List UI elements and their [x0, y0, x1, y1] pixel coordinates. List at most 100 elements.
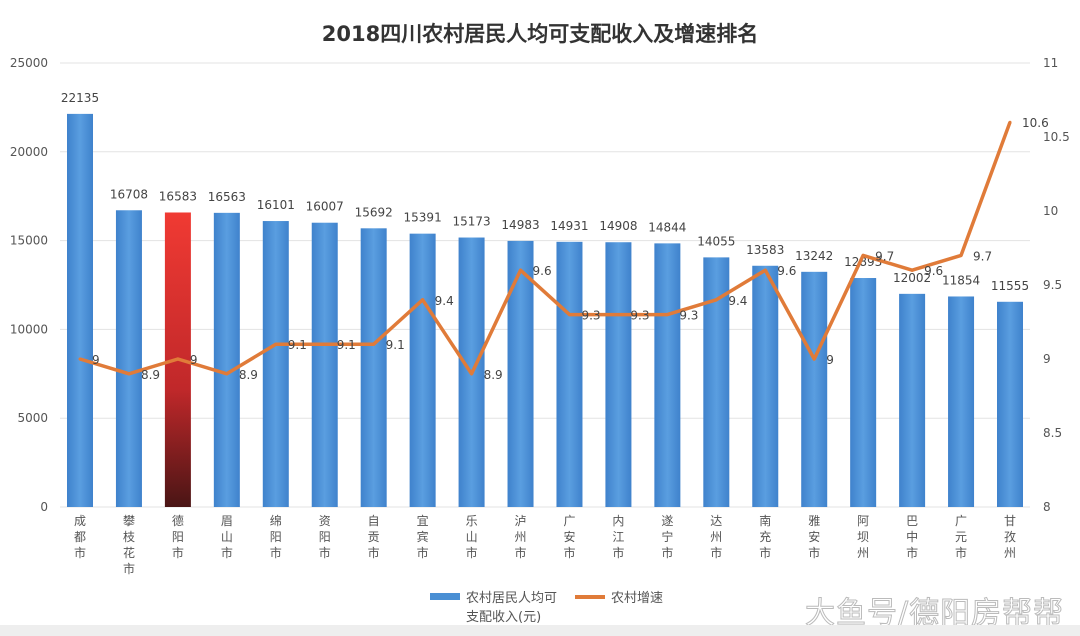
- x-tick-label: 市: [710, 545, 722, 560]
- x-tick-label: 阳: [172, 530, 184, 544]
- bar-data-label: 13242: [795, 249, 833, 263]
- growth-point: [274, 342, 278, 346]
- bar-data-label: 12002: [893, 271, 931, 285]
- line-data-label: 8.9: [141, 368, 160, 382]
- x-tick-label: 宁: [661, 529, 673, 544]
- bar: [654, 243, 681, 508]
- bar-data-label: 16708: [110, 187, 148, 201]
- x-tick-label: 市: [906, 545, 918, 560]
- x-tick-label: 广: [955, 514, 967, 528]
- x-tick-label: 市: [319, 545, 331, 560]
- growth-point: [225, 372, 229, 376]
- x-tick-label: 市: [466, 545, 478, 560]
- growth-point: [176, 357, 180, 361]
- y-tick-left: 15000: [10, 234, 48, 248]
- x-tick-label: 市: [515, 545, 527, 560]
- x-tick-label: 宜: [417, 513, 429, 528]
- growth-point: [470, 372, 474, 376]
- growth-point: [616, 313, 620, 317]
- x-tick-label: 阿: [857, 514, 869, 528]
- bar: [556, 241, 583, 507]
- x-tick-label: 州: [710, 530, 722, 544]
- x-tick-label: 山: [221, 530, 233, 544]
- x-tick-label: 遂: [661, 514, 673, 528]
- growth-point: [665, 313, 669, 317]
- x-tick-label: 安: [808, 529, 820, 544]
- x-tick-label: 贡: [368, 530, 380, 544]
- x-tick-label: 南: [759, 513, 771, 528]
- bar: [752, 265, 779, 507]
- bar: [409, 233, 436, 508]
- bar-data-label: 15173: [452, 215, 490, 229]
- x-tick-label: 市: [172, 545, 184, 560]
- x-tick-label: 市: [123, 561, 135, 576]
- line-data-label: 9: [826, 353, 834, 367]
- bar-data-label: 14844: [648, 220, 686, 234]
- line-data-label: 8.9: [484, 368, 503, 382]
- x-tick-label: 市: [74, 545, 86, 560]
- bar: [213, 212, 240, 507]
- x-tick-label: 孜: [1004, 530, 1016, 544]
- bar-data-label: 15391: [404, 211, 442, 225]
- growth-point: [127, 372, 131, 376]
- growth-point: [323, 342, 327, 346]
- growth-point: [959, 253, 963, 257]
- bar: [605, 242, 632, 507]
- growth-point: [861, 253, 865, 257]
- bottom-strip: [0, 625, 1080, 636]
- growth-point: [372, 342, 376, 346]
- x-tick-label: 市: [759, 545, 771, 560]
- x-tick-label: 雅: [808, 513, 820, 528]
- legend-swatch-line: [575, 595, 605, 599]
- x-tick-label: 成: [74, 514, 86, 528]
- bar-data-label: 11854: [942, 273, 980, 287]
- y-tick-left: 5000: [17, 411, 48, 425]
- legend-label-income: 农村居民人均可支配收入(元): [466, 591, 558, 625]
- legend: 农村居民人均可支配收入(元) 农村增速: [430, 587, 663, 625]
- bar: [948, 296, 975, 507]
- bar-data-label: 16101: [257, 198, 295, 212]
- bar-data-label: 16007: [306, 200, 344, 214]
- x-tick-label: 巴: [906, 514, 918, 528]
- x-tick-label: 市: [661, 545, 673, 560]
- y-tick-right: 10: [1043, 204, 1058, 218]
- x-tick-label: 乐: [466, 514, 478, 528]
- line-data-label: 9.3: [679, 309, 698, 323]
- x-tick-label: 安: [563, 529, 575, 544]
- y-tick-right: 9: [1043, 352, 1051, 366]
- y-tick-right: 10.5: [1043, 130, 1070, 144]
- bar-data-label: 16563: [208, 190, 246, 204]
- line-data-label: 9.3: [630, 309, 649, 323]
- x-tick-label: 泸: [515, 514, 527, 528]
- x-tick-label: 内: [612, 514, 624, 528]
- x-tick-label: 市: [955, 545, 967, 560]
- line-data-label: 9.7: [875, 249, 894, 263]
- x-tick-label: 攀: [123, 514, 135, 528]
- bar: [850, 278, 877, 507]
- line-data-label: 9.6: [533, 264, 552, 278]
- bar: [262, 221, 289, 507]
- x-tick-label: 州: [1004, 546, 1016, 560]
- growth-line: [79, 121, 1012, 376]
- y-tick-right: 8.5: [1043, 426, 1062, 440]
- y-tick-left: 20000: [10, 145, 48, 159]
- x-tick-label: 市: [563, 545, 575, 560]
- bar: [115, 210, 142, 507]
- chart-title: 2018四川农村居民人均可支配收入及增速排名: [321, 22, 759, 46]
- y-tick-left: 25000: [10, 56, 48, 70]
- bar-data-label: 22135: [61, 91, 99, 105]
- x-tick-label: 资: [319, 514, 331, 528]
- x-tick-label: 枝: [123, 529, 135, 544]
- x-tick-label: 坝: [857, 530, 869, 544]
- x-tick-label: 阳: [270, 530, 282, 544]
- x-tick-label: 市: [612, 545, 624, 560]
- x-tick-label: 州: [857, 546, 869, 560]
- bar: [899, 293, 926, 507]
- growth-point: [910, 268, 914, 272]
- line-data-label: 9: [92, 353, 100, 367]
- y-tick-right: 9.5: [1043, 278, 1062, 292]
- x-tick-label: 市: [417, 545, 429, 560]
- growth-point: [78, 357, 82, 361]
- line-data-label: 9.3: [581, 309, 600, 323]
